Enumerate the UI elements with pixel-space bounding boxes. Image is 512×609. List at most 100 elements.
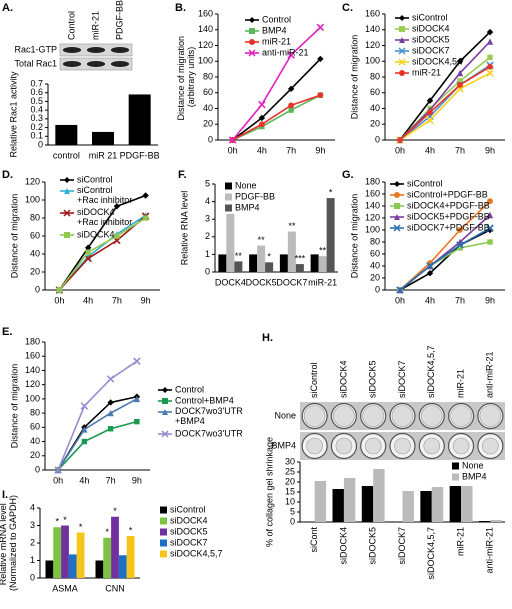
y-tick-label: 0.6 (30, 87, 43, 97)
legend-marker (162, 387, 168, 393)
point (486, 224, 494, 232)
bar (257, 245, 266, 272)
x-tick-label: 9h (132, 475, 142, 485)
point (287, 85, 295, 93)
legend-marker (162, 398, 168, 404)
point (107, 409, 114, 417)
bar (373, 469, 385, 522)
significance: * (55, 517, 59, 527)
bar (287, 231, 296, 272)
blot-band (110, 61, 130, 67)
point (142, 215, 149, 221)
bar (55, 124, 78, 145)
y-axis-label: Relative RNA level (179, 191, 189, 266)
point (107, 399, 114, 406)
x-tick-label: 7h (106, 475, 116, 485)
bar (461, 486, 473, 522)
legend-label: siControl (407, 178, 443, 188)
legend-label: None (235, 180, 257, 190)
panel-label: A. (2, 2, 13, 14)
x-tick-label: CNN (105, 583, 125, 593)
y-tick-label: 25 (285, 466, 295, 476)
y-tick-label: 10 (285, 496, 295, 506)
point (486, 28, 494, 36)
x-tick-label: 7h (112, 295, 122, 305)
blot-column-label: PDGF-BB (114, 0, 124, 40)
legend-label: Control+BMP4 (175, 395, 234, 405)
point (457, 227, 463, 233)
bar (490, 520, 502, 522)
blot-band (86, 61, 106, 67)
y-tick-label: 0 (375, 284, 380, 294)
x-tick-label: 7h (455, 145, 465, 155)
y-tick-label: 0.3 (30, 113, 43, 123)
blot-column-label: Control (66, 11, 76, 40)
bar (279, 254, 288, 272)
bar (314, 481, 327, 522)
y-tick-label: 120 (25, 379, 40, 389)
y-tick-label: 120 (198, 40, 213, 50)
legend-label: Control (175, 384, 204, 394)
y-tick-label: 120 (365, 40, 380, 50)
gel-disc (450, 405, 472, 427)
point (258, 100, 266, 109)
bar (76, 532, 85, 578)
bar (118, 555, 127, 578)
y-tick-label: 140 (198, 24, 213, 34)
bar (295, 264, 304, 272)
line (57, 360, 138, 471)
panel-label: I. (2, 489, 8, 501)
x-tick-label: miR 21 (89, 150, 118, 160)
x-tick-label: 9h (485, 295, 495, 305)
y-axis-label: Relative mRNA level (Normalized to GAPDH… (0, 495, 18, 591)
point (84, 254, 92, 263)
y-tick-label: 20 (370, 119, 380, 129)
y-tick-label: 20 (30, 450, 40, 460)
bar (361, 486, 374, 522)
point (258, 121, 265, 128)
y-tick-label: 100 (365, 56, 380, 66)
y-tick-label: 160 (365, 188, 380, 198)
bar (402, 491, 414, 522)
x-tick-label: miR-21 (308, 277, 337, 287)
y-tick-label: 180 (365, 176, 380, 186)
y-tick-label: 0.4 (30, 105, 43, 115)
image-column-label: siControl (309, 362, 319, 398)
legend-label: siDOCK7 (412, 45, 450, 55)
line (57, 395, 138, 471)
bar (61, 525, 69, 578)
line (399, 72, 491, 141)
legend-label: BMP4 (462, 471, 487, 481)
legend-marker (393, 224, 401, 232)
legend-label: siDOCK5 (170, 526, 208, 536)
y-tick-label: 4 (205, 196, 210, 206)
blot-row-label: Total Rac1 (14, 58, 57, 68)
y-axis-label: Distance of migration (349, 35, 359, 120)
bar (218, 254, 227, 272)
y-tick-label: 60 (30, 230, 40, 240)
y-tick-label: 180 (25, 336, 40, 346)
point (487, 54, 493, 61)
y-tick-label: 100 (25, 194, 40, 204)
x-tick-label: siDOCK4 (338, 527, 348, 565)
panel-label: F. (178, 169, 187, 181)
point (258, 114, 266, 122)
y-tick-label: 60 (203, 87, 213, 97)
x-tick-label: 9h (485, 145, 495, 155)
y-tick-label: 0 (290, 516, 295, 526)
bar (53, 527, 62, 578)
y-tick-label: 40 (370, 103, 380, 113)
legend-label: DOCK7wo3'UTR +BMP4 (175, 406, 245, 426)
legend-marker (394, 214, 400, 220)
legend-marker (394, 192, 400, 198)
gel-disc (335, 437, 353, 455)
significance: * (329, 187, 333, 197)
panel-label: D. (2, 169, 13, 181)
bar (318, 256, 327, 272)
y-tick-label: 0 (375, 134, 380, 144)
point (456, 241, 464, 249)
point (85, 249, 91, 255)
significance: ** (258, 235, 266, 245)
x-tick-label: siDOCK4,5,7 (426, 527, 436, 580)
